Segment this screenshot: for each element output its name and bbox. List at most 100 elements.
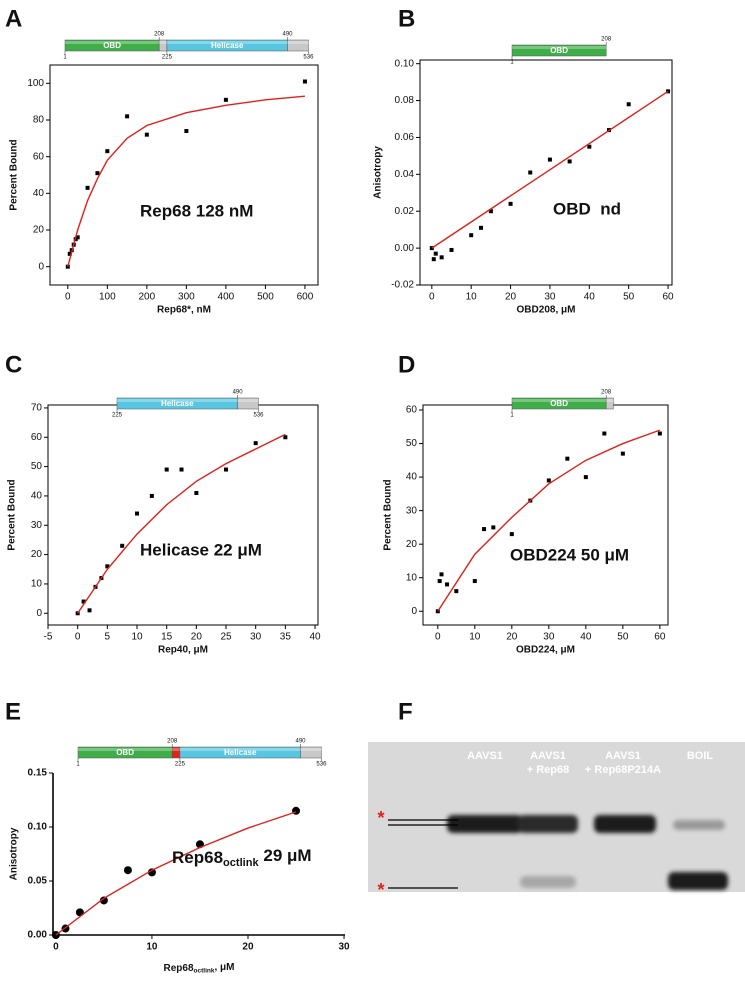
data-point <box>469 233 474 238</box>
subscript: octlink <box>223 857 259 869</box>
gel-bands <box>447 815 728 890</box>
data-point <box>482 527 487 532</box>
data-point <box>454 589 459 594</box>
data-point <box>120 543 125 548</box>
segment-shine <box>78 748 173 751</box>
x-tick-label: 20 <box>191 632 203 643</box>
y-tick-label: 0.06 <box>395 132 415 143</box>
data-point <box>105 149 110 154</box>
x-tick-label: 600 <box>297 292 314 303</box>
x-tick-label: 30 <box>543 632 555 643</box>
data-point <box>223 97 228 102</box>
panel-letter: E <box>5 698 21 725</box>
y-tick-label: 0.15 <box>28 768 48 779</box>
map-tick-label: 1 <box>510 413 514 419</box>
annotation: Helicase 22 μM <box>140 540 262 559</box>
y-tick-label: -0.02 <box>391 280 414 291</box>
text-part: 29 μM <box>259 846 312 865</box>
x-tick-label: 40 <box>584 292 596 303</box>
domain-segment <box>511 44 607 57</box>
y-tick-label: 0.02 <box>395 206 415 217</box>
y-tick-label: 20 <box>31 549 43 560</box>
map-tick-label: 208 <box>601 390 612 396</box>
data-point <box>587 144 592 149</box>
fit-line <box>67 95 306 267</box>
map-tick-label: 208 <box>167 739 178 745</box>
text-part: Rep68 <box>164 963 194 974</box>
plot-frame <box>419 59 673 286</box>
domain-segment <box>287 39 309 52</box>
x-axis-label: Rep68octlink, μM <box>164 961 235 974</box>
data-point <box>546 478 551 483</box>
x-tick-label: 0 <box>429 292 435 303</box>
data-point <box>431 257 436 262</box>
subscript: octlink <box>194 967 215 974</box>
data-point <box>433 251 438 256</box>
y-tick-label: 0.10 <box>28 822 48 833</box>
panel-letter: B <box>398 5 415 32</box>
data-point <box>491 525 496 530</box>
y-tick-label: 80 <box>33 115 45 126</box>
map-tick-label: 536 <box>253 413 264 419</box>
x-tick-label: 0 <box>65 292 71 303</box>
y-axis-label: Percent Bound <box>383 479 394 550</box>
y-tick-label: 0 <box>38 261 44 272</box>
fit-line <box>77 433 286 614</box>
x-tick-label: 100 <box>99 292 116 303</box>
data-point <box>583 475 588 480</box>
y-tick-label: 10 <box>31 579 43 590</box>
data-point <box>85 185 90 190</box>
segment-shine <box>300 748 322 751</box>
data-point <box>87 608 92 613</box>
data-point <box>437 579 442 584</box>
data-point <box>472 579 477 584</box>
data-point <box>602 431 607 436</box>
x-tick-label: 30 <box>250 632 262 643</box>
lane-label: + Rep68P214A <box>585 764 661 776</box>
map-tick-label: 490 <box>295 739 306 745</box>
panel: E 0 10 20 30 0.00 0.05 0.10 0.15 OBD Helicase 1 208 2… <box>5 698 350 952</box>
y-tick-label: 0.00 <box>28 930 48 941</box>
band <box>673 820 725 830</box>
segment-shine <box>606 399 614 402</box>
plot-frame <box>49 64 319 286</box>
data-point <box>449 247 454 252</box>
segment-shine <box>117 399 238 402</box>
y-axis-label: Anisotropy <box>9 827 20 880</box>
band <box>594 815 656 833</box>
data-point <box>528 170 533 175</box>
map-tick-label: 208 <box>601 37 612 43</box>
segment-shine <box>159 41 167 44</box>
x-tick-label: 10 <box>131 632 143 643</box>
panel-letter: C <box>5 351 22 378</box>
lane-label: BOIL <box>687 750 714 762</box>
data-point <box>302 79 307 84</box>
x-tick-label: 5 <box>105 632 111 643</box>
fit-line <box>431 90 669 249</box>
lane-label: AAVS1 <box>605 750 641 762</box>
domain-segment <box>237 397 259 410</box>
band <box>520 876 576 888</box>
x-axis-label: OBD224, μM <box>516 645 575 656</box>
y-tick-label: 0.08 <box>395 95 415 106</box>
data-point <box>179 467 184 472</box>
segment-label: Helicase <box>224 748 257 757</box>
map-tick-label: 490 <box>282 32 293 38</box>
data-point <box>283 435 288 440</box>
data-point <box>479 225 484 230</box>
star: * <box>377 808 384 828</box>
lane-label: + Rep68 <box>527 764 570 776</box>
data-point <box>439 572 444 577</box>
map-tick-label: 1 <box>510 60 514 66</box>
data-point <box>488 209 493 214</box>
annotation: OBD nd <box>553 199 621 218</box>
y-axis-label: Percent Bound <box>7 479 18 550</box>
data-point <box>144 132 149 137</box>
x-tick-label: 0 <box>75 632 81 643</box>
x-tick-label: 10 <box>469 632 481 643</box>
y-tick-label: 30 <box>31 520 43 531</box>
panel: D 0 10 20 30 40 50 60 0 10 20 30 40 50 60 OBD 1 208 <box>398 351 669 643</box>
x-tick-label: 60 <box>663 292 675 303</box>
map-tick-label: 536 <box>303 55 314 61</box>
